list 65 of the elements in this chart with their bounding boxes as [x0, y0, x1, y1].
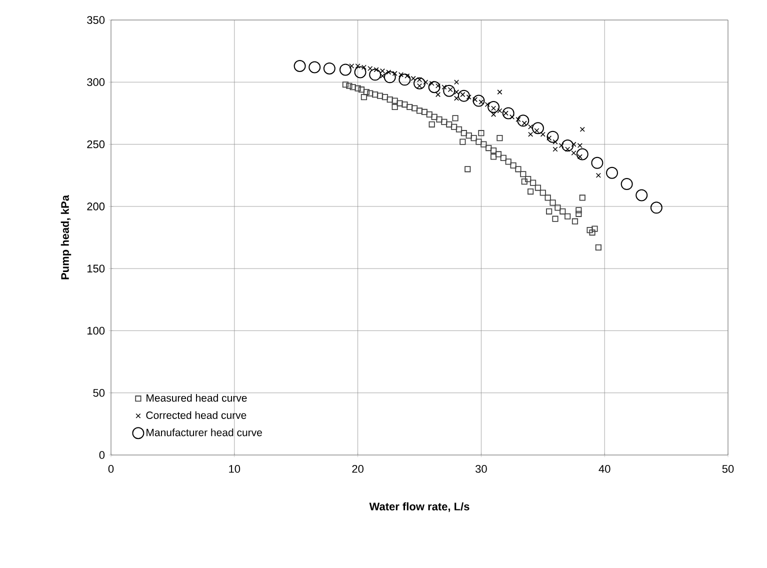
point [606, 166, 618, 179]
y-tick-label: 100 [87, 326, 105, 335]
point [562, 140, 574, 152]
x-tick-label: 20 [352, 465, 364, 473]
point [576, 148, 588, 160]
x-tick-label: 30 [476, 465, 487, 473]
point [435, 92, 441, 98]
point [497, 90, 502, 95]
point [546, 136, 552, 141]
point [472, 94, 485, 107]
point [380, 73, 386, 78]
x-tick-label: 50 [722, 465, 734, 473]
point [558, 143, 564, 148]
point [454, 96, 460, 101]
point [414, 77, 426, 90]
point [323, 62, 336, 74]
point [443, 84, 456, 97]
y-tick-label: 300 [87, 78, 105, 86]
point [369, 68, 382, 81]
point [546, 130, 559, 143]
y-tick-label: 150 [87, 264, 105, 272]
y-tick-label: 0 [99, 451, 105, 459]
point [466, 94, 472, 100]
point [596, 172, 601, 178]
x-tick-label: 0 [108, 465, 114, 473]
point [502, 107, 514, 120]
point [571, 150, 576, 156]
point [532, 122, 544, 134]
y-tick-label: 350 [87, 16, 105, 24]
point [458, 90, 470, 102]
x-tick-label: 40 [598, 465, 610, 473]
point [454, 80, 460, 85]
y-axis-title: Pump head, kPa [60, 194, 72, 280]
y-tick-label: 200 [87, 202, 105, 210]
y-tick-label: 50 [93, 388, 105, 397]
point [454, 90, 460, 95]
point [339, 64, 352, 76]
x-tick-label: 10 [229, 465, 240, 473]
point [517, 114, 530, 127]
point [540, 132, 546, 137]
point [552, 139, 558, 144]
point [580, 126, 585, 132]
point [528, 132, 534, 137]
point [636, 189, 648, 202]
point [510, 114, 515, 120]
point [552, 146, 558, 152]
point [484, 102, 490, 108]
point [650, 202, 662, 214]
point [497, 108, 502, 114]
point [516, 116, 521, 122]
point [472, 97, 478, 102]
point [294, 60, 306, 72]
point [591, 156, 604, 169]
x-axis-title: Water flow rate, L/s [369, 502, 470, 512]
point [384, 71, 396, 84]
point [308, 61, 321, 74]
point [620, 178, 633, 190]
point [488, 101, 500, 113]
point [565, 146, 570, 152]
point [528, 124, 534, 130]
y-tick-label: 250 [87, 140, 105, 148]
legend-label: Corrected head curve [146, 411, 246, 419]
point [428, 81, 440, 94]
legend-label: Manufacturer head curve [146, 428, 262, 436]
legend-label: Measured head curve [146, 394, 247, 402]
